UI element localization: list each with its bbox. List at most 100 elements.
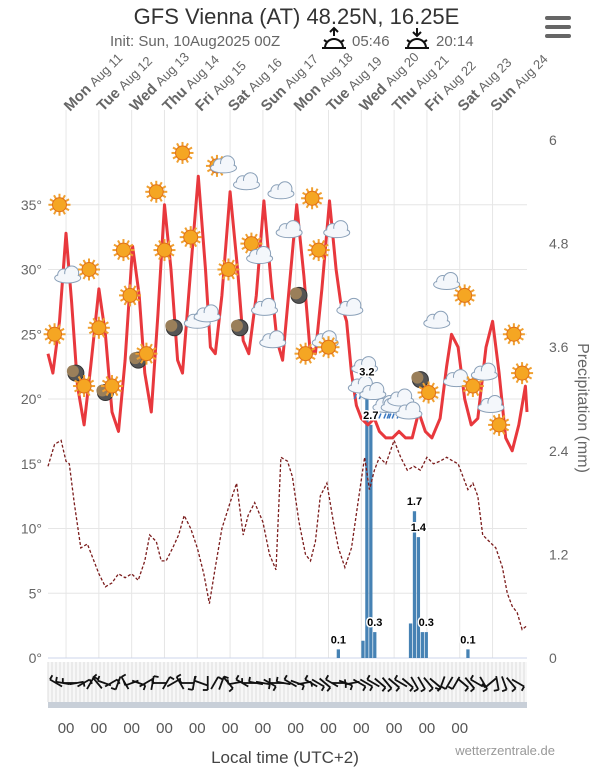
sun-icon xyxy=(511,362,534,385)
precip-bars xyxy=(336,381,470,658)
sun-ray xyxy=(422,398,426,403)
precip-bar xyxy=(466,649,470,658)
rain-drop xyxy=(391,413,395,419)
sun-ray xyxy=(295,347,300,352)
cloud-fill xyxy=(472,371,497,380)
wind-barb xyxy=(394,678,408,688)
sun-ray xyxy=(65,198,70,203)
cloud-fill xyxy=(324,228,349,237)
sun-ray xyxy=(231,259,235,264)
sun-icon xyxy=(502,323,525,346)
sunset-time: 20:14 xyxy=(436,33,474,50)
y-right-tick-label: 0 xyxy=(549,650,557,666)
cloud-icon xyxy=(251,297,279,316)
sun-ray xyxy=(308,252,314,257)
cloud-icon xyxy=(275,220,303,239)
sun-ray xyxy=(206,159,212,164)
rain-drop xyxy=(386,413,390,419)
sun-ray xyxy=(515,363,520,368)
sun-icon xyxy=(145,180,168,203)
sun-ray xyxy=(117,388,123,393)
sun-ray xyxy=(504,418,510,423)
sun-ray xyxy=(299,359,303,364)
cloud-icon xyxy=(395,401,423,420)
cloud-icon xyxy=(359,382,387,401)
cloud-fill xyxy=(268,189,293,198)
sun-ray xyxy=(167,255,171,261)
wind-barb-flag xyxy=(55,676,58,682)
cloud-fill xyxy=(388,397,413,405)
precip-bar xyxy=(373,632,377,658)
cloud-fill xyxy=(252,306,277,315)
sun-ray xyxy=(431,382,435,387)
wind-barb xyxy=(311,678,325,688)
precip-data-label: 1.4 xyxy=(411,522,427,534)
wind-barb-flag xyxy=(268,684,271,690)
sun-icon xyxy=(217,258,240,281)
wind-barb xyxy=(456,677,469,689)
sun-ray xyxy=(123,300,128,306)
credits-link[interactable]: wetterzentrale.de xyxy=(455,743,555,758)
cloud-icon xyxy=(210,155,238,174)
sun-ray xyxy=(188,146,193,151)
sun-disc xyxy=(457,287,473,303)
y-left-tick-label: 5° xyxy=(29,585,42,601)
sun-ray xyxy=(53,210,57,215)
cloud-icon xyxy=(54,265,82,284)
wind-barb-flag xyxy=(428,687,434,693)
sun-ray xyxy=(234,263,239,267)
sun-ray xyxy=(78,272,84,276)
sun-ray xyxy=(48,324,52,329)
sun-ray xyxy=(196,239,201,244)
cloud-icon xyxy=(259,330,287,349)
sun-disc xyxy=(76,378,92,394)
sun-ray xyxy=(49,198,54,203)
sun-ray xyxy=(478,388,483,393)
cloud-fill xyxy=(195,312,220,321)
wind-barb xyxy=(438,676,446,690)
sun-disc xyxy=(465,378,481,394)
moon-shade xyxy=(165,319,178,332)
sun-ray xyxy=(322,352,326,358)
wind-barb-flag xyxy=(187,688,193,691)
sun-ray xyxy=(308,343,312,349)
sun-ray xyxy=(77,376,82,381)
cloud-icon xyxy=(470,362,498,381)
precip-data-label: 3.2 xyxy=(359,367,374,379)
sun-ray xyxy=(206,168,212,173)
wind-barb xyxy=(77,678,91,688)
sun-disc xyxy=(156,242,172,258)
wind-barb xyxy=(401,677,414,689)
sun-ray xyxy=(317,191,323,196)
precip-data-label: 0.3 xyxy=(367,617,382,629)
wind-barb xyxy=(501,676,508,690)
sun-ray xyxy=(170,243,175,248)
y-left-tick-label: 10° xyxy=(21,521,42,537)
sun-ray xyxy=(516,339,521,345)
sun-ray xyxy=(507,339,512,345)
sun-ray xyxy=(48,339,52,345)
sun-ray xyxy=(149,359,153,364)
wind-barb-flag xyxy=(493,689,499,692)
cloud-icon xyxy=(351,356,379,375)
y-left-tick-label: 30° xyxy=(21,262,42,278)
y-left-tick-label: 35° xyxy=(21,197,42,213)
sun-ray xyxy=(331,352,335,358)
sun-ray xyxy=(151,347,157,352)
sun-icon xyxy=(240,232,263,255)
precip-bar xyxy=(416,537,421,658)
hamburger-menu-icon[interactable] xyxy=(545,16,571,38)
precip-data-label: 2.7 xyxy=(363,410,378,422)
sun-icon xyxy=(171,141,194,164)
sun-ray xyxy=(312,255,317,261)
sun-ray xyxy=(89,388,95,393)
moon-cloud-icon xyxy=(411,371,429,389)
sun-disc xyxy=(304,190,320,206)
sun-ray xyxy=(218,272,223,276)
wind-barb-flag xyxy=(326,686,332,692)
sun-ray xyxy=(311,347,316,352)
sun-icon xyxy=(179,226,202,249)
cloud-icon xyxy=(477,394,505,413)
sun-icon xyxy=(301,187,324,210)
